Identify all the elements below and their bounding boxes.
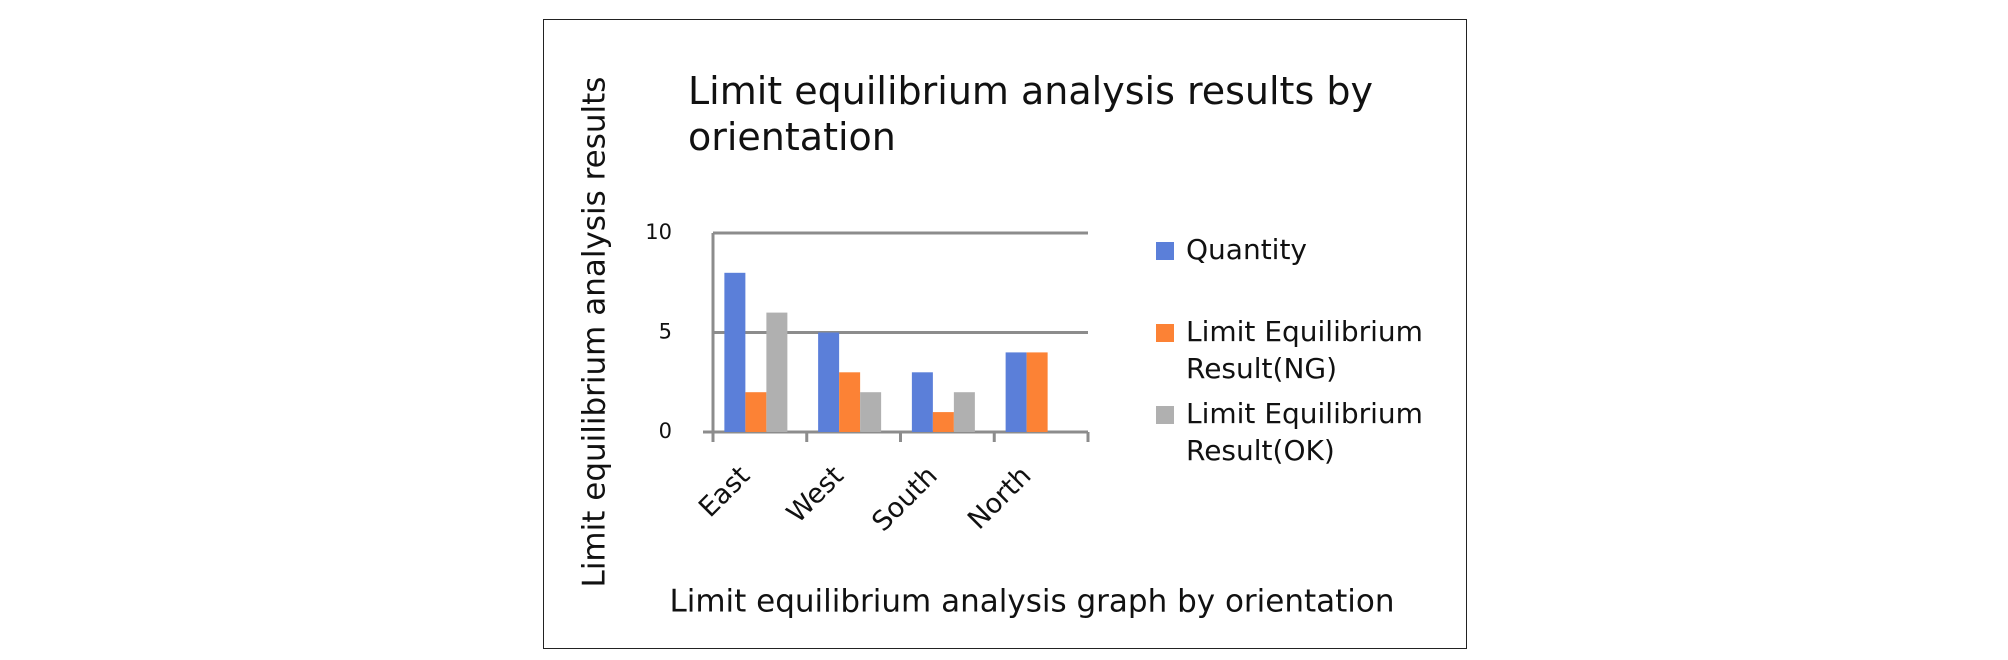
legend-label: Limit Equilibrium Result(NG) xyxy=(1186,315,1423,385)
bar xyxy=(745,392,767,432)
chart-title: Limit equilibrium analysis results by or… xyxy=(688,69,1373,159)
y-tick-label: 10 xyxy=(645,220,672,244)
legend-swatch xyxy=(1156,406,1174,424)
x-axis-title: Limit equilibrium analysis graph by orie… xyxy=(669,584,1394,620)
legend-label: Quantity xyxy=(1186,233,1307,266)
x-tick-label: East xyxy=(693,460,756,523)
y-tick-label: 5 xyxy=(659,320,672,344)
bar xyxy=(911,372,933,432)
legend-label: Limit Equilibrium Result(OK) xyxy=(1186,397,1423,467)
bar xyxy=(932,412,954,432)
chart-frame xyxy=(543,19,1467,649)
x-tick-label: South xyxy=(866,460,943,537)
y-tick-label: 0 xyxy=(659,419,672,443)
x-tick-label: North xyxy=(962,460,1037,535)
x-tick-label: West xyxy=(781,460,850,529)
bar xyxy=(860,392,882,432)
bar xyxy=(724,272,746,432)
bar xyxy=(1026,352,1048,432)
legend-swatch xyxy=(1156,242,1174,260)
bar xyxy=(839,372,861,432)
bar xyxy=(953,392,975,432)
y-axis-title: Limit equilibrium analysis results xyxy=(577,77,613,588)
bar xyxy=(1005,352,1027,432)
bar xyxy=(818,332,840,432)
legend-swatch xyxy=(1156,324,1174,342)
bar xyxy=(766,312,788,432)
